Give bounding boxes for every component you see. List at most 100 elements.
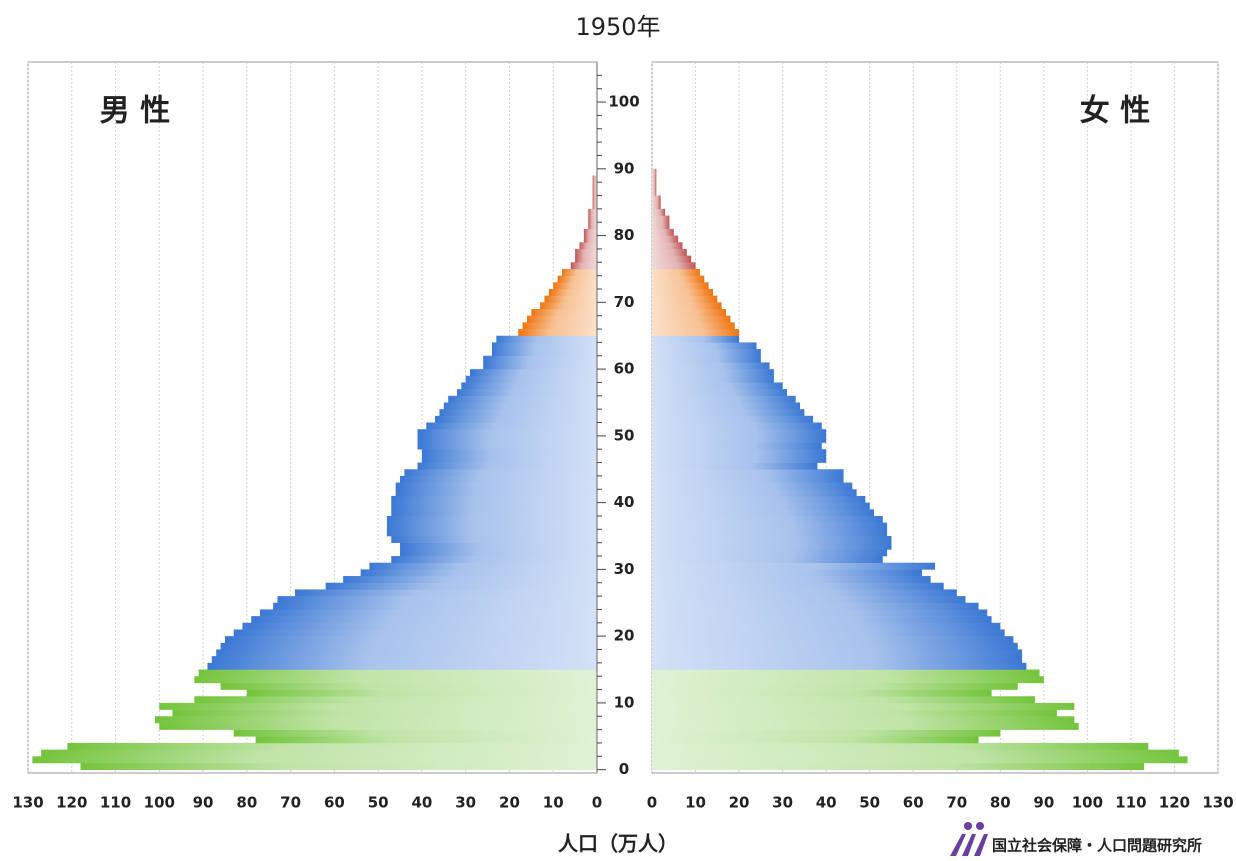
bar <box>526 315 597 323</box>
bar <box>343 576 597 584</box>
x-tick-label: 0 <box>592 794 602 812</box>
bar <box>652 248 687 256</box>
bar <box>583 235 597 243</box>
bar <box>448 395 597 403</box>
bar <box>544 295 597 303</box>
bar <box>233 729 597 737</box>
bar <box>652 228 674 236</box>
logo-text: 国立社会保障・人口問題研究所 <box>992 837 1202 855</box>
bar <box>652 235 679 243</box>
bar <box>652 402 801 410</box>
x-tick-label: 40 <box>816 794 837 812</box>
panel-label: 男 性 <box>100 94 170 129</box>
y-tick-label: 80 <box>614 226 635 244</box>
bar <box>483 355 597 363</box>
panel-label: 女 性 <box>1080 94 1150 129</box>
bar <box>216 649 597 657</box>
bar <box>522 322 597 330</box>
bar <box>325 582 597 590</box>
bar <box>575 248 597 256</box>
bar <box>588 215 597 223</box>
bar <box>652 762 1144 770</box>
bar <box>652 355 761 363</box>
bar <box>255 736 597 744</box>
bar <box>369 562 597 570</box>
bar <box>652 509 875 517</box>
bar <box>531 309 597 316</box>
bar <box>294 589 597 597</box>
bar <box>194 676 598 684</box>
bar <box>483 362 597 370</box>
bar <box>391 556 597 564</box>
bar <box>652 522 888 530</box>
bar <box>652 749 1179 757</box>
bar <box>652 576 931 584</box>
bar <box>575 255 597 263</box>
x-tick-label: 30 <box>455 794 476 812</box>
bar <box>652 602 979 610</box>
bar <box>159 722 598 730</box>
x-tick-label: 30 <box>772 794 793 812</box>
bar <box>652 515 883 523</box>
bar <box>652 309 727 316</box>
bar <box>561 268 597 276</box>
bar <box>461 382 597 390</box>
bar <box>470 369 597 377</box>
bar <box>32 756 597 764</box>
bar <box>652 736 979 744</box>
x-tick-label: 40 <box>411 794 432 812</box>
bar <box>198 669 597 677</box>
x-tick-label: 80 <box>236 794 257 812</box>
bar <box>652 549 888 557</box>
bar <box>652 729 1001 737</box>
bar <box>592 175 597 183</box>
bar <box>491 349 597 357</box>
chart-title: 1950年 <box>575 13 660 41</box>
bar <box>652 455 827 463</box>
bar <box>652 382 783 390</box>
bar <box>652 168 657 176</box>
bar <box>395 482 597 490</box>
bar <box>246 689 597 697</box>
bar <box>652 529 888 537</box>
x-tick-label: 110 <box>100 794 131 812</box>
bar <box>426 422 597 430</box>
bar <box>421 449 597 457</box>
bar <box>417 429 597 437</box>
bar <box>159 702 598 710</box>
y-tick-label: 40 <box>614 493 635 511</box>
bar <box>592 188 597 196</box>
bar <box>652 182 657 190</box>
bar <box>652 208 666 216</box>
x-tick-label: 20 <box>729 794 750 812</box>
bar <box>652 282 709 290</box>
bar <box>652 268 700 276</box>
bar <box>652 669 1040 677</box>
bar <box>652 622 1001 630</box>
bar <box>652 609 988 617</box>
bar <box>652 302 722 310</box>
bar <box>417 462 597 470</box>
x-tick-label: 0 <box>647 794 657 812</box>
bar <box>579 242 597 250</box>
x-tick-label: 10 <box>543 794 564 812</box>
bar <box>583 228 597 236</box>
bar <box>652 489 857 497</box>
bar <box>400 475 597 483</box>
bar <box>220 682 598 690</box>
bar <box>417 442 597 450</box>
bar <box>400 542 597 550</box>
bar <box>652 362 770 370</box>
x-tick-label: 10 <box>685 794 706 812</box>
bar <box>391 509 597 517</box>
x-tick-label: 130 <box>1202 794 1233 812</box>
bar <box>652 449 827 457</box>
x-tick-label: 120 <box>56 794 87 812</box>
bar <box>652 335 740 343</box>
bar <box>592 202 597 210</box>
bar <box>400 549 597 557</box>
bar <box>154 716 597 724</box>
bar <box>211 656 598 664</box>
bar <box>224 636 597 644</box>
